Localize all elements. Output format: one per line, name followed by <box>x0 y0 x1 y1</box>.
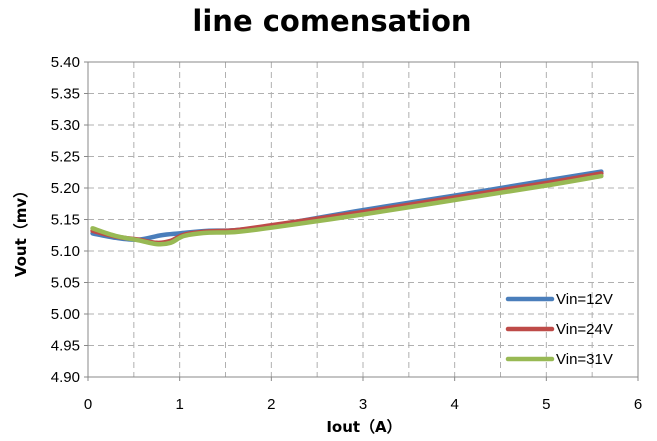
legend-label-vin-24v: Vin=24V <box>556 321 613 338</box>
x-tick-label: 6 <box>634 396 642 413</box>
y-tick-label: 5.05 <box>51 275 80 292</box>
y-tick-label: 5.15 <box>51 212 80 229</box>
y-tick-label: 5.20 <box>51 180 80 197</box>
series-layer <box>90 169 604 247</box>
y-axis-label: Vout（mv） <box>12 183 30 277</box>
y-tick-label: 5.35 <box>51 86 80 103</box>
y-tick-label: 5.00 <box>51 306 80 323</box>
x-axis-ticks: 0 1 2 3 4 5 6 <box>84 377 642 413</box>
x-axis-label: Iout（A） <box>326 418 401 436</box>
y-tick-label: 5.10 <box>51 243 80 260</box>
x-tick-label: 1 <box>175 396 183 413</box>
y-tick-label: 5.25 <box>51 149 80 166</box>
y-tick-label: 5.40 <box>51 54 80 71</box>
series-line-vin-12v <box>90 169 604 242</box>
chart-title: line comensation <box>192 4 471 38</box>
series-line-vin-31v <box>90 173 604 247</box>
x-tick-label: 2 <box>267 396 275 413</box>
legend-label-vin-12v: Vin=12V <box>556 291 613 308</box>
y-tick-label: 4.95 <box>51 338 80 355</box>
x-tick-label: 5 <box>542 396 550 413</box>
y-axis-ticks: 4.90 4.95 5.00 5.05 5.10 5.15 5.20 5.25 5.30 5.35… <box>51 54 88 386</box>
y-tick-label: 5.30 <box>51 117 80 134</box>
y-tick-label: 4.90 <box>51 369 80 386</box>
legend-label-vin-31v: Vin=31V <box>556 351 613 368</box>
x-tick-label: 3 <box>359 396 367 413</box>
chart-legend: Vin=12V Vin=24V Vin=31V <box>505 291 613 368</box>
x-tick-label: 0 <box>84 396 92 413</box>
x-tick-label: 4 <box>450 396 458 413</box>
grid-layer <box>88 62 638 377</box>
